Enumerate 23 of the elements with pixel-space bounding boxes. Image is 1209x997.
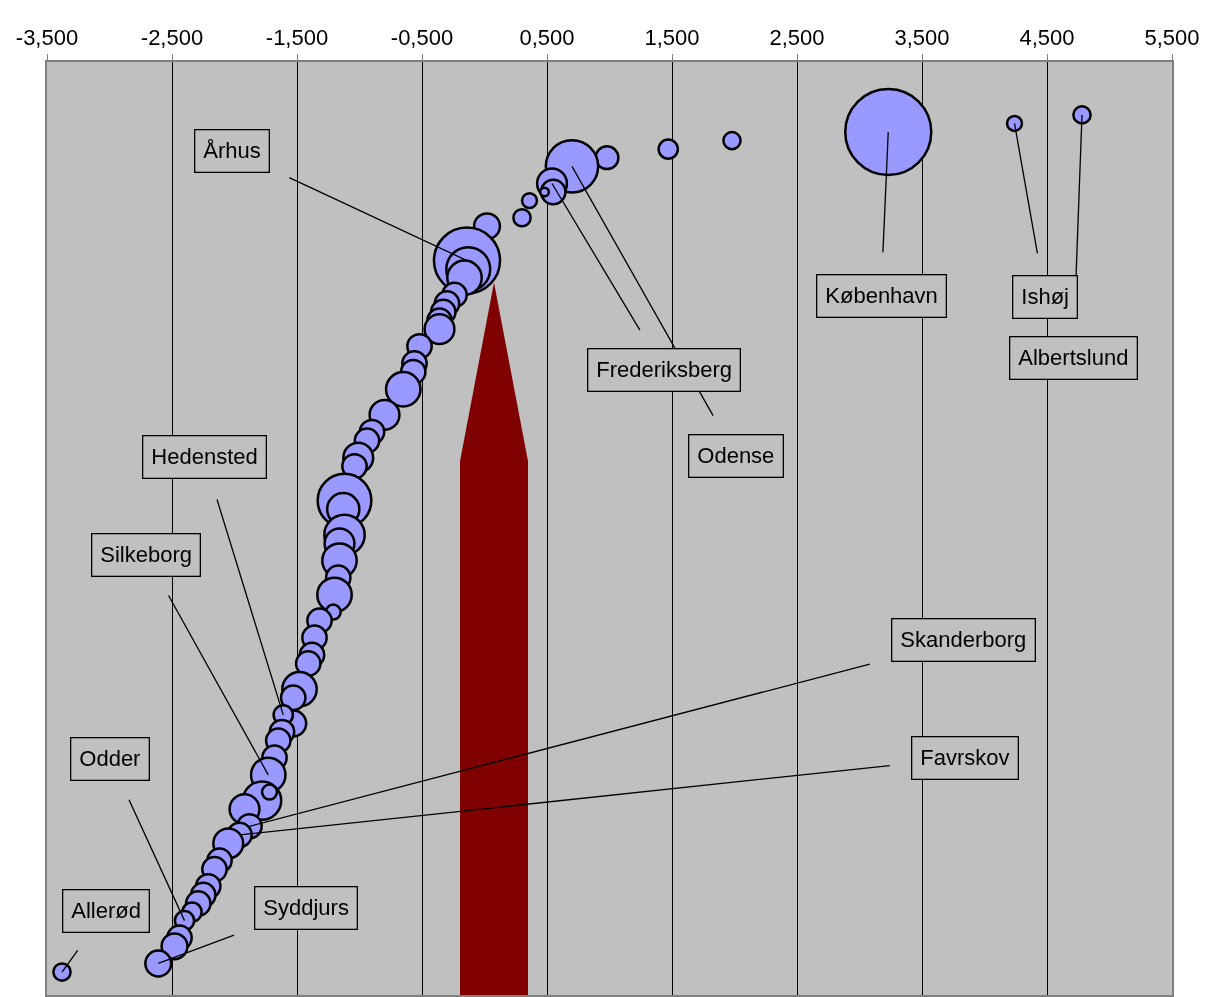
annotation: Odense (697, 443, 775, 469)
annotation: Albertslund (1018, 345, 1129, 371)
annotation: Ishøj (1021, 284, 1069, 310)
annotation: Allerød (71, 898, 141, 924)
annotation: Odder (79, 746, 141, 772)
x-tick-label: -0,500 (390, 25, 454, 51)
annotation: Favrskov (920, 745, 1010, 771)
x-tick-label: 5,500 (1144, 25, 1200, 51)
annotation: Skanderborg (900, 627, 1027, 653)
x-tick-label: 3,500 (894, 25, 950, 51)
annotation: Silkeborg (100, 542, 193, 568)
x-tick-label: -2,500 (140, 25, 204, 51)
annotation: Frederiksberg (596, 357, 733, 383)
x-tick-label: 2,500 (769, 25, 825, 51)
annotation: Syddjurs (263, 895, 349, 921)
annotation: Århus (203, 138, 261, 164)
x-tick-label: 4,500 (1019, 25, 1075, 51)
x-tick-label: -1,500 (265, 25, 329, 51)
annotation: Hedensted (151, 444, 258, 470)
x-tick-label: 0,500 (519, 25, 575, 51)
x-tick-label: 1,500 (644, 25, 700, 51)
annotation: København (825, 283, 938, 309)
x-tick-label: -3,500 (15, 25, 79, 51)
